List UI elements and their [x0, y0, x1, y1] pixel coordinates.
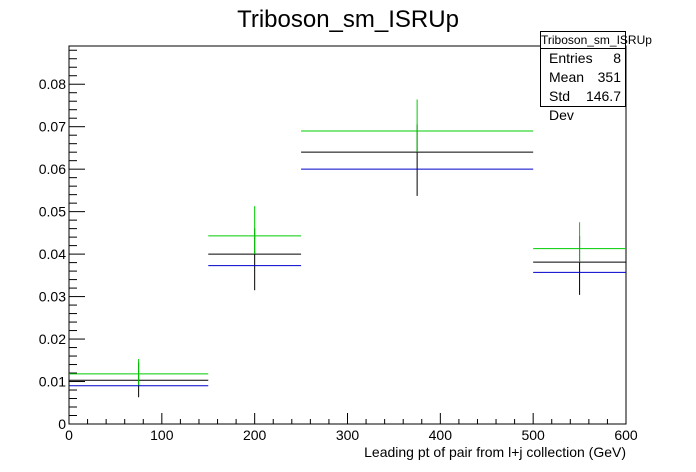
y-tick-label: 0.02 [39, 331, 66, 347]
stats-value: 351 [597, 69, 621, 85]
stats-title: Triboson_sm_ISRUp [541, 33, 652, 49]
y-tick-label: 0.05 [39, 204, 66, 220]
series-0 [69, 124, 626, 398]
y-tick-label: 0.01 [39, 374, 66, 390]
series-1 [69, 99, 626, 386]
y-tick-label: 0.07 [39, 119, 66, 135]
stats-value: 8 [613, 50, 621, 66]
data-layer [69, 99, 626, 398]
stats-row-stddev: Std Dev 146.7 [541, 87, 625, 123]
y-tick-label: 0.04 [39, 246, 66, 262]
x-tick-label: 500 [521, 427, 545, 443]
stats-label: Mean [549, 69, 585, 85]
x-axis-label: Leading pt of pair from l+j collection (… [364, 444, 626, 460]
stats-box: Triboson_sm_ISRUp Entries 8 Mean 351 Std… [540, 31, 652, 123]
x-tick-label: 600 [614, 427, 638, 443]
y-tick-label: 0.08 [39, 76, 66, 92]
series-2 [69, 168, 626, 387]
axes: 0 100 200 300 400 500 600 0 0.01 0.02 0.03 0.04 0.05… [39, 45, 638, 443]
stats-label: Std Dev [549, 88, 574, 123]
stats-label: Entries [549, 50, 593, 66]
stats-row-entries: Entries 8 [541, 49, 625, 68]
x-tick-label: 200 [243, 427, 267, 443]
x-tick-label: 300 [336, 427, 360, 443]
chart-title: Triboson_sm_ISRUp [237, 6, 459, 33]
y-tick-label: 0 [58, 416, 66, 432]
x-tick-label: 400 [429, 427, 453, 443]
y-tick-label: 0.03 [39, 289, 66, 305]
stats-value: 146.7 [585, 88, 621, 104]
x-tick-label: 100 [150, 427, 174, 443]
y-tick-label: 0.06 [39, 161, 66, 177]
stats-row-mean: Mean 351 [541, 68, 625, 87]
x-tick-label: 0 [65, 427, 73, 443]
